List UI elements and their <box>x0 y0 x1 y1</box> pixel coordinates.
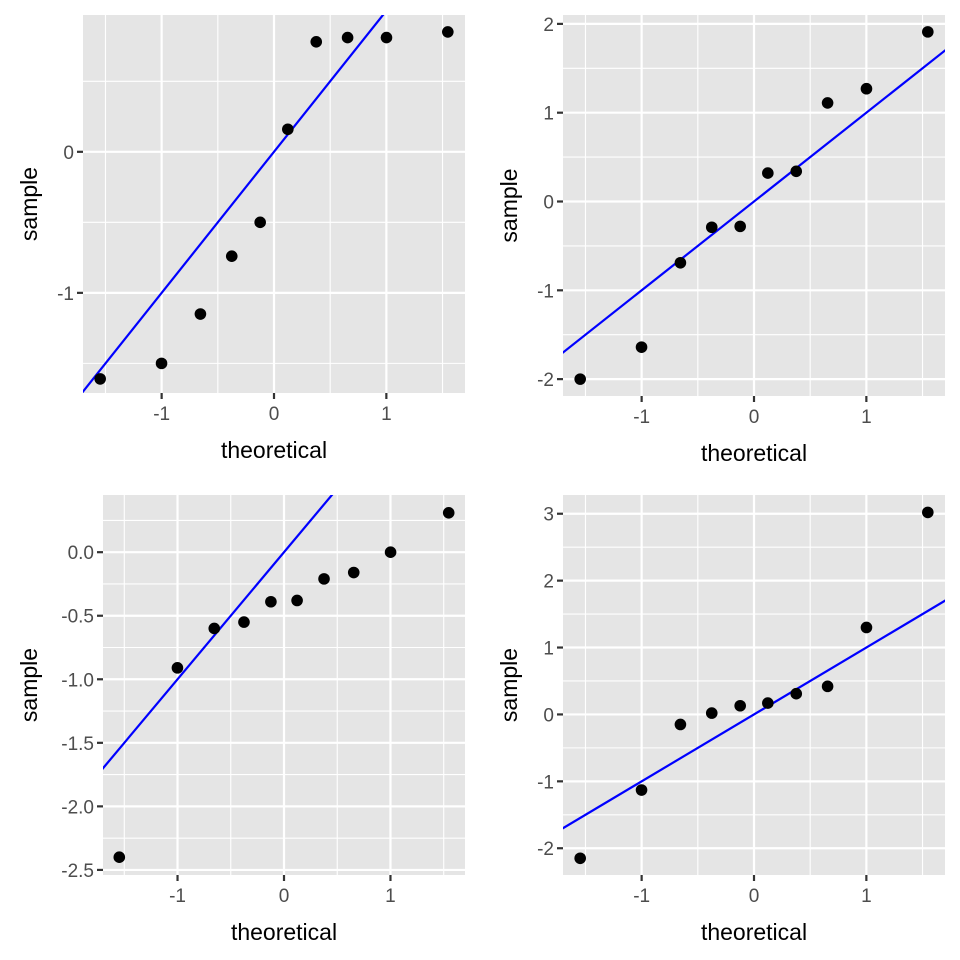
y-tick-label: -2 <box>537 839 554 860</box>
data-point <box>922 506 934 519</box>
data-point <box>194 308 207 320</box>
data-point <box>94 373 106 385</box>
data-point <box>318 573 330 585</box>
qq-panel-bottom-right: -1 0 1 -2 -1 0 1 2 3 theoretical sample <box>496 495 945 945</box>
data-point <box>208 622 221 635</box>
x-tick-label: -1 <box>153 404 170 425</box>
data-point <box>238 616 250 628</box>
y-tick-label: -1.0 <box>61 670 94 691</box>
y-tick-label: -2.0 <box>61 797 94 818</box>
data-point <box>821 97 834 109</box>
x-tick-label: 1 <box>381 404 392 425</box>
data-point <box>380 31 393 44</box>
y-tick-label: 1 <box>543 639 554 660</box>
y-axis-title: sample <box>16 167 42 241</box>
data-point <box>635 341 648 353</box>
y-tick-label: 2 <box>543 15 554 36</box>
data-point <box>442 506 455 519</box>
y-tick-label: 0 <box>63 143 74 164</box>
data-point <box>291 594 303 607</box>
x-axis-title: theoretical <box>701 919 807 945</box>
x-tick-label: 0 <box>749 407 760 428</box>
qq-panel-top-left: -1 0 1 -1 0 theoretical sample <box>16 15 465 463</box>
data-point <box>155 357 168 370</box>
data-point <box>384 546 397 558</box>
x-axis-title: theoretical <box>701 440 807 466</box>
data-point <box>705 707 718 719</box>
data-point <box>762 697 774 709</box>
data-point <box>674 256 687 269</box>
data-point <box>734 699 746 712</box>
x-tick-label: 1 <box>385 886 396 907</box>
reference-line <box>563 599 945 830</box>
data-point <box>574 373 586 385</box>
data-point <box>635 784 648 796</box>
data-point <box>310 35 323 48</box>
data-point <box>341 31 354 44</box>
x-tick-label: -1 <box>169 886 186 907</box>
data-point <box>762 167 774 179</box>
x-tick-label: -1 <box>633 407 650 428</box>
data-point <box>574 852 586 865</box>
y-axis-title: sample <box>16 648 42 722</box>
reference-line <box>103 495 334 770</box>
data-point <box>254 216 266 229</box>
x-tick-label: 0 <box>749 886 760 907</box>
y-tick-label: -1 <box>537 772 554 793</box>
data-point <box>705 221 718 234</box>
data-point <box>790 687 803 700</box>
y-tick-label: 0.0 <box>68 543 94 564</box>
x-tick-label: 0 <box>269 404 280 425</box>
x-tick-label: 1 <box>861 407 872 428</box>
reference-line <box>563 49 945 354</box>
y-tick-label: -2.5 <box>61 861 94 882</box>
qq-panel-top-right: -1 0 1 -2 -1 0 1 2 theoretical sample <box>496 15 945 466</box>
y-tick-label: 2 <box>543 572 554 593</box>
x-tick-label: 1 <box>861 886 872 907</box>
y-tick-label: 1 <box>543 104 554 125</box>
x-axis-title: theoretical <box>221 437 327 463</box>
reference-line <box>83 15 385 393</box>
y-tick-label: -1.5 <box>61 734 94 755</box>
data-point <box>442 26 454 38</box>
x-axis-title: theoretical <box>231 919 337 945</box>
qq-panel-bottom-left: -1 0 1 -2.5 -2.0 -1.5 -1.0 -0.5 0.0 theoretical sa… <box>16 495 465 945</box>
data-point <box>347 566 360 579</box>
data-point <box>860 621 873 634</box>
data-point <box>790 165 803 178</box>
data-point <box>113 851 126 864</box>
y-axis-title: sample <box>496 648 522 722</box>
y-axis-title: sample <box>496 168 522 242</box>
y-tick-label: -1 <box>537 281 554 302</box>
y-tick-label: -0.5 <box>61 607 94 628</box>
x-tick-label: -1 <box>633 886 650 907</box>
data-point <box>265 595 277 608</box>
data-point <box>674 718 687 731</box>
data-point <box>734 220 746 233</box>
x-tick-label: 0 <box>279 886 290 907</box>
y-tick-label: 3 <box>543 505 554 526</box>
y-tick-label: -2 <box>537 370 554 391</box>
data-point <box>860 82 873 95</box>
data-point <box>171 662 184 674</box>
y-tick-label: -1 <box>57 284 74 305</box>
y-tick-label: 0 <box>543 705 554 726</box>
data-point <box>821 680 834 693</box>
data-point <box>225 250 238 262</box>
data-point <box>282 123 294 136</box>
y-tick-label: 0 <box>543 193 554 214</box>
data-point <box>922 26 934 38</box>
